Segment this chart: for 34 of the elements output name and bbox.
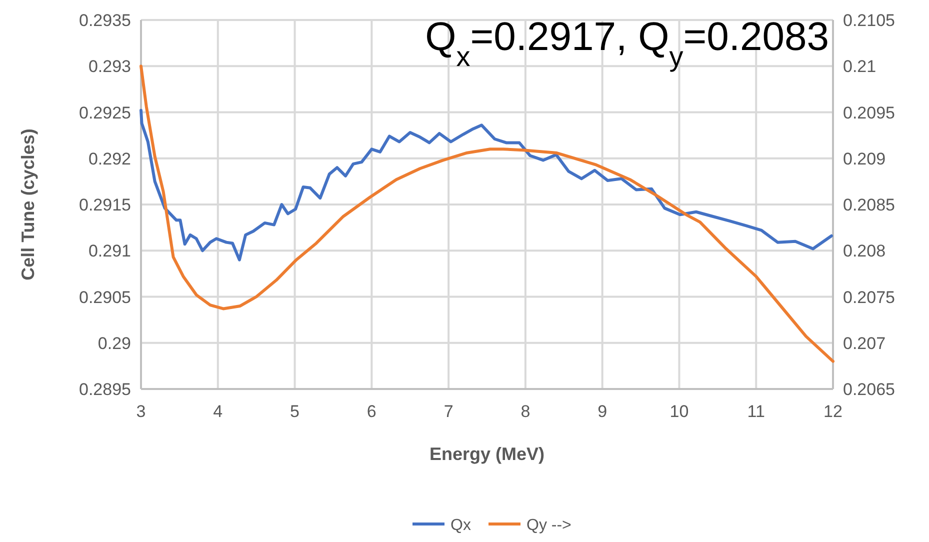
x-tick-label: 6 [366,402,376,421]
x-tick-label: 8 [520,402,530,421]
y-tick-label: 0.291 [88,242,131,261]
y2-tick-label: 0.2095 [843,103,895,122]
y-tick-label: 0.29 [98,334,131,353]
y2-tick-label: 0.21 [843,57,876,76]
legend-label: Qx [450,517,471,534]
y-axis-title: Cell Tune (cycles) [18,128,38,280]
y2-tick-label: 0.2085 [843,196,895,214]
y-tick-label: 0.2915 [79,196,131,214]
y2-tick-label: 0.208 [843,242,886,261]
x-tick-label: 9 [598,402,608,421]
x-axis-title: Energy (MeV) [429,444,545,464]
y2-tick-label: 0.209 [843,149,886,168]
y2-tick-label: 0.207 [843,334,886,353]
x-tick-label: 11 [747,402,765,421]
legend-label: Qy --> [526,517,572,534]
x-tick-label: 3 [136,402,146,421]
y2-tick-label: 0.2105 [843,11,895,30]
y-tick-label: 0.2895 [79,380,131,399]
y-tick-label: 0.2925 [79,103,131,122]
chart-title: Q$_{x}$=0.2917, Q$_{y}$=0.2083 [425,15,829,72]
y-tick-label: 0.293 [88,57,131,76]
line-series [140,108,833,262]
x-tick-label: 12 [824,402,842,421]
x-tick-label: 4 [213,402,223,421]
x-tick-label: 10 [670,402,689,421]
y2-tick-label: 0.2075 [843,288,895,307]
y-tick-label: 0.2935 [79,11,131,30]
x-tick-label: 5 [290,402,300,421]
y-tick-label: 0.292 [88,149,131,168]
y-tick-label: 0.2905 [79,288,131,307]
y2-tick-label: 0.2065 [843,380,895,399]
x-tick-label: 7 [444,402,454,421]
